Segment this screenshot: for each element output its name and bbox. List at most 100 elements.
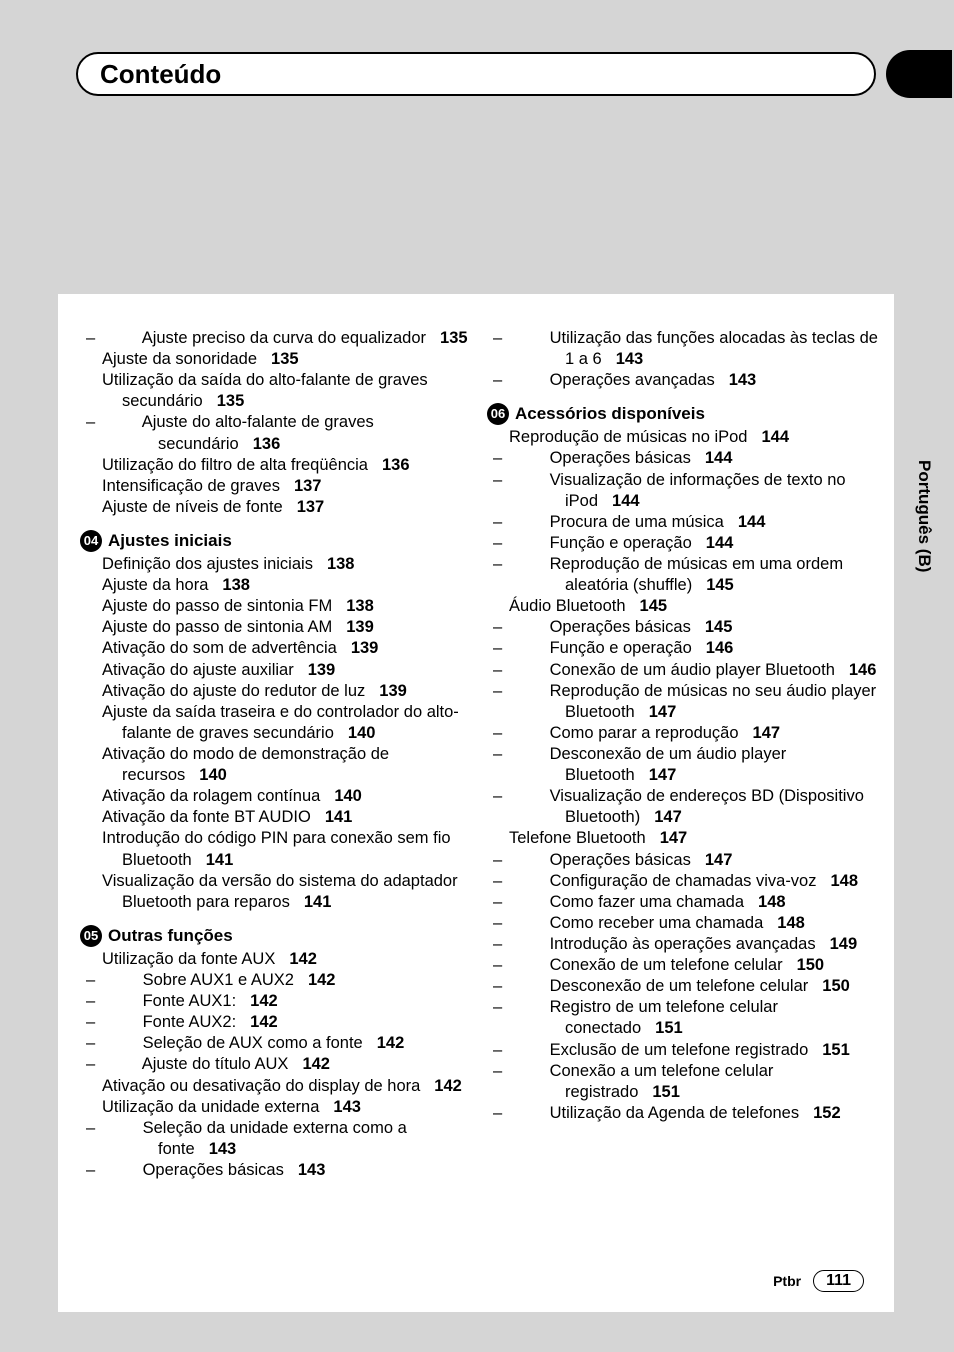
toc-text: Ativação ou desativação do display de ho… <box>102 1077 420 1095</box>
toc-page-number: 143 <box>298 1161 326 1179</box>
toc-page-number: 151 <box>652 1083 680 1101</box>
toc-text: Sobre AUX1 e AUX2 <box>143 971 294 989</box>
page-footer: Ptbr 111 <box>773 1270 864 1292</box>
section-number-badge: 06 <box>487 403 509 425</box>
section-header: 05Outras funções <box>80 925 471 947</box>
toc-entry: Utilização da unidade externa143 <box>122 1097 471 1118</box>
toc-text: Operações básicas <box>143 1161 284 1179</box>
toc-entry: Ativação do modo de demonstração de recu… <box>122 744 471 786</box>
toc-entry: – Função e operação146 <box>565 638 878 659</box>
toc-text: Ativação do ajuste do redutor de luz <box>102 682 365 700</box>
toc-text: Ajuste da hora <box>102 576 208 594</box>
dash-icon: – <box>529 1040 545 1061</box>
toc-entry: Ativação do ajuste do redutor de luz139 <box>122 681 471 702</box>
toc-entry: Utilização da saída do alto-falante de g… <box>122 370 471 412</box>
toc-entry: Ajuste do passo de sintonia AM139 <box>122 617 471 638</box>
toc-page-number: 142 <box>308 971 336 989</box>
toc-page-number: 142 <box>302 1055 330 1073</box>
dash-icon: – <box>529 681 545 702</box>
toc-entry: – Procura de uma música144 <box>565 512 878 533</box>
toc-page-number: 139 <box>379 682 407 700</box>
toc-entry: – Reprodução de músicas em uma ordem ale… <box>565 554 878 596</box>
toc-page-number: 144 <box>706 534 734 552</box>
dash-icon: – <box>529 1103 545 1124</box>
toc-page-number: 139 <box>351 639 379 657</box>
toc-text: Reprodução de músicas no iPod <box>509 428 747 446</box>
toc-page-number: 145 <box>640 597 668 615</box>
toc-page-number: 144 <box>612 492 640 510</box>
toc-entry: – Como receber uma chamada148 <box>565 913 878 934</box>
toc-content: – Ajuste preciso da curva do equalizador… <box>82 328 878 1181</box>
toc-page-number: 143 <box>333 1098 361 1116</box>
toc-text: Reprodução de músicas no seu áudio playe… <box>550 682 877 721</box>
dash-icon: – <box>529 533 545 554</box>
toc-page-number: 139 <box>308 661 336 679</box>
toc-text: Ajuste da sonoridade <box>102 350 257 368</box>
toc-text: Ajuste do passo de sintonia FM <box>102 597 332 615</box>
toc-page-number: 146 <box>849 661 877 679</box>
toc-text: Conexão de um áudio player Bluetooth <box>550 661 835 679</box>
toc-entry: – Conexão a um telefone celular registra… <box>565 1061 878 1103</box>
toc-entry: Introdução do código PIN para conexão se… <box>122 828 471 870</box>
toc-page-number: 142 <box>377 1034 405 1052</box>
toc-page-number: 138 <box>222 576 250 594</box>
dash-icon: – <box>122 1033 138 1054</box>
toc-entry: – Visualização de endereços BD (Disposit… <box>565 786 878 828</box>
toc-text: Visualização de informações de texto no … <box>550 471 846 510</box>
toc-page-number: 136 <box>253 435 281 453</box>
toc-entry: Ativação do som de advertência139 <box>122 638 471 659</box>
toc-text: Definição dos ajustes iniciais <box>102 555 313 573</box>
dash-icon: – <box>122 1160 138 1181</box>
dash-icon: – <box>529 976 545 997</box>
toc-page-number: 143 <box>729 371 757 389</box>
toc-page-number: 150 <box>797 956 825 974</box>
toc-text: Telefone Bluetooth <box>509 829 646 847</box>
toc-text: Utilização da saída do alto-falante de g… <box>102 371 428 410</box>
dash-icon: – <box>529 997 545 1018</box>
toc-text: Utilização da unidade externa <box>102 1098 319 1116</box>
toc-entry: Definição dos ajustes iniciais138 <box>122 554 471 575</box>
toc-text: Configuração de chamadas viva-voz <box>550 872 817 890</box>
toc-page-number: 137 <box>294 477 322 495</box>
section-header: 04Ajustes iniciais <box>80 530 471 552</box>
toc-page-number: 137 <box>297 498 325 516</box>
toc-page-number: 145 <box>706 576 734 594</box>
toc-text: Ativação do som de advertência <box>102 639 337 657</box>
toc-entry: Ativação ou desativação do display de ho… <box>122 1076 471 1097</box>
toc-page-number: 151 <box>822 1041 850 1059</box>
toc-page-number: 135 <box>271 350 299 368</box>
dash-icon: – <box>529 554 545 575</box>
toc-text: Utilização do filtro de alta freqüência <box>102 456 368 474</box>
toc-entry: – Função e operação144 <box>565 533 878 554</box>
toc-page-number: 135 <box>217 392 245 410</box>
toc-text: Introdução às operações avançadas <box>550 935 816 953</box>
toc-text: Função e operação <box>550 639 692 657</box>
toc-page-number: 140 <box>348 724 376 742</box>
toc-entry: Ajuste da hora138 <box>122 575 471 596</box>
section-number-badge: 05 <box>80 925 102 947</box>
toc-page-number: 148 <box>777 914 805 932</box>
toc-page-number: 147 <box>649 766 677 784</box>
toc-entry: – Operações básicas145 <box>565 617 878 638</box>
toc-page-number: 135 <box>440 329 468 347</box>
toc-page-number: 143 <box>209 1140 237 1158</box>
dash-icon: – <box>122 1054 138 1075</box>
toc-entry: Ativação do ajuste auxiliar139 <box>122 660 471 681</box>
page-title-tab: Conteúdo <box>76 52 876 96</box>
toc-page-number: 148 <box>831 872 859 890</box>
dash-icon: – <box>529 448 545 469</box>
toc-text: Ajuste do título AUX <box>142 1055 289 1073</box>
toc-text: Exclusão de um telefone registrado <box>550 1041 809 1059</box>
dash-icon: – <box>529 913 545 934</box>
dash-icon: – <box>529 470 545 491</box>
toc-page-number: 140 <box>199 766 227 784</box>
dash-icon: – <box>529 638 545 659</box>
toc-page-number: 141 <box>325 808 353 826</box>
section-title: Ajustes iniciais <box>108 530 232 552</box>
toc-text: Conexão de um telefone celular <box>550 956 783 974</box>
toc-page-number: 136 <box>382 456 410 474</box>
page-title: Conteúdo <box>100 59 221 90</box>
toc-text: Utilização da fonte AUX <box>102 950 275 968</box>
toc-entry: – Ajuste do alto-falante de graves secun… <box>158 412 471 454</box>
toc-text: Como fazer uma chamada <box>550 893 744 911</box>
